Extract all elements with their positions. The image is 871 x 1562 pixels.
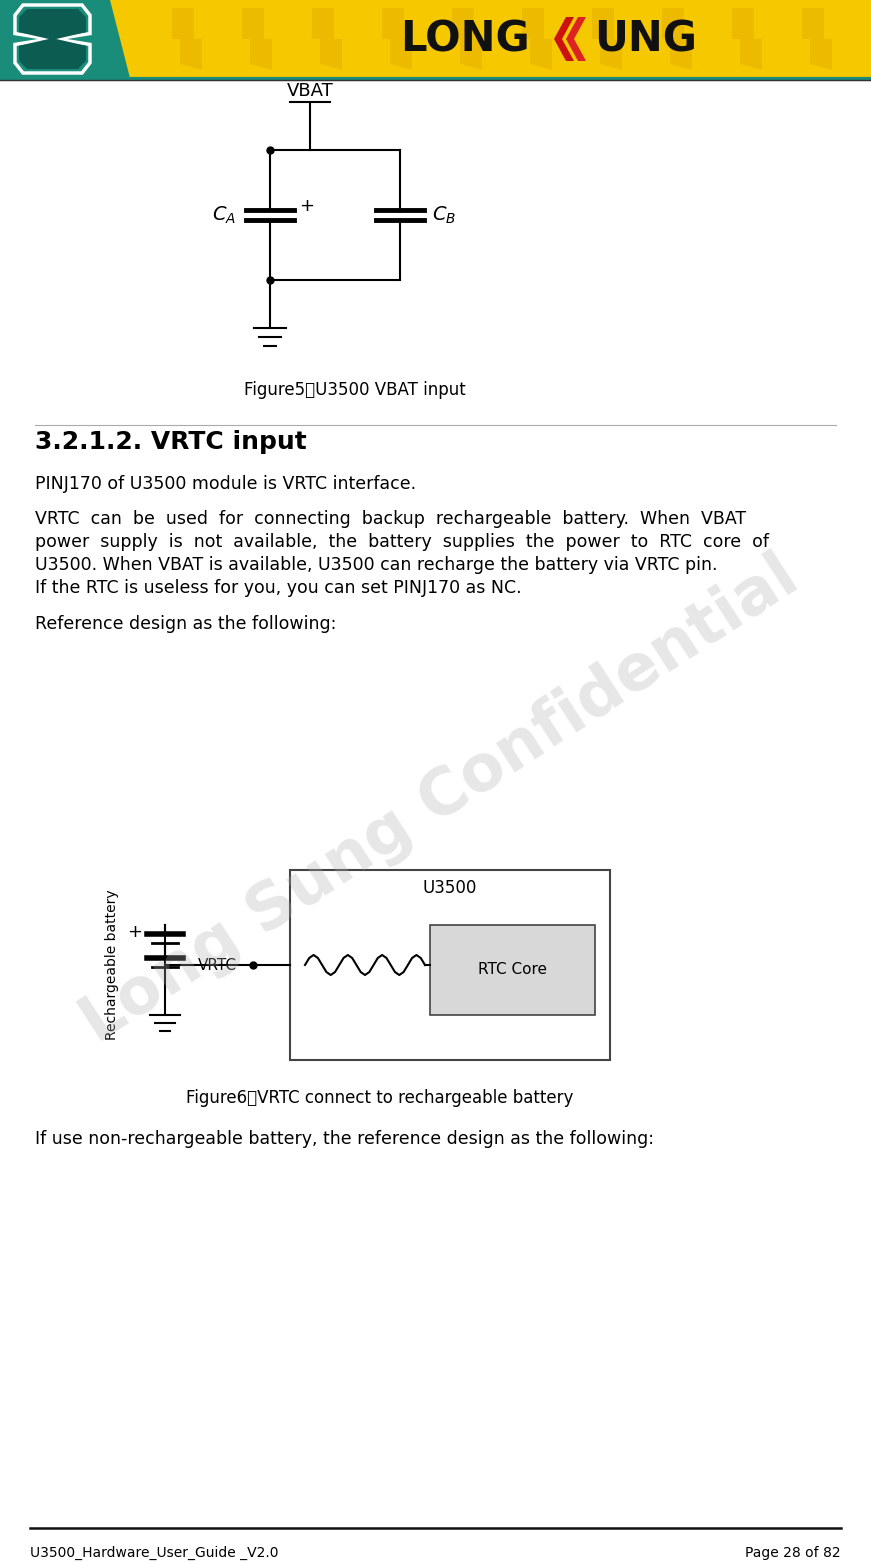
Polygon shape: [452, 8, 482, 70]
Polygon shape: [592, 8, 622, 70]
Text: Page 28 of 82: Page 28 of 82: [746, 1546, 841, 1560]
Text: PINJ170 of U3500 module is VRTC interface.: PINJ170 of U3500 module is VRTC interfac…: [35, 475, 416, 494]
Text: UNG: UNG: [594, 19, 697, 59]
Text: 3.2.1.2. VRTC input: 3.2.1.2. VRTC input: [35, 430, 307, 455]
Polygon shape: [312, 8, 342, 70]
Polygon shape: [382, 8, 412, 70]
Polygon shape: [802, 8, 832, 70]
Text: LONG: LONG: [401, 19, 530, 59]
Text: power  supply  is  not  available,  the  battery  supplies  the  power  to  RTC : power supply is not available, the batte…: [35, 533, 769, 551]
Text: VBAT: VBAT: [287, 81, 334, 100]
Polygon shape: [566, 17, 586, 61]
Text: If the RTC is useless for you, you can set PINJ170 as NC.: If the RTC is useless for you, you can s…: [35, 580, 522, 597]
Polygon shape: [0, 0, 130, 78]
Polygon shape: [242, 8, 272, 70]
Text: If use non-rechargeable battery, the reference design as the following:: If use non-rechargeable battery, the ref…: [35, 1129, 654, 1148]
Text: Rechargeable battery: Rechargeable battery: [105, 890, 119, 1040]
Polygon shape: [172, 8, 202, 70]
Text: Figure6：VRTC connect to rechargeable battery: Figure6：VRTC connect to rechargeable bat…: [186, 1089, 574, 1107]
Text: RTC Core: RTC Core: [478, 962, 547, 978]
Polygon shape: [662, 8, 692, 70]
Polygon shape: [19, 9, 86, 69]
Text: U3500: U3500: [422, 879, 477, 897]
Polygon shape: [522, 8, 552, 70]
Bar: [0, 0, 871, 78]
Polygon shape: [554, 17, 574, 61]
Text: Figure5：U3500 VBAT input: Figure5：U3500 VBAT input: [244, 381, 466, 398]
Text: +: +: [299, 197, 314, 216]
Text: VRTC  can  be  used  for  connecting  backup  rechargeable  battery.  When  VBAT: VRTC can be used for connecting backup r…: [35, 511, 746, 528]
Text: +: +: [127, 923, 142, 940]
Text: VRTC: VRTC: [198, 958, 237, 973]
Polygon shape: [732, 8, 762, 70]
Text: Reference design as the following:: Reference design as the following:: [35, 615, 336, 633]
Bar: [290, 870, 610, 1061]
Text: Long Sung Confidential: Long Sung Confidential: [71, 545, 810, 1056]
Text: $C_A$: $C_A$: [212, 205, 236, 225]
Text: U3500_Hardware_User_Guide _V2.0: U3500_Hardware_User_Guide _V2.0: [30, 1546, 279, 1560]
Text: $C_B$: $C_B$: [432, 205, 456, 225]
Text: U3500. When VBAT is available, U3500 can recharge the battery via VRTC pin.: U3500. When VBAT is available, U3500 can…: [35, 556, 718, 573]
Bar: [430, 925, 595, 1015]
